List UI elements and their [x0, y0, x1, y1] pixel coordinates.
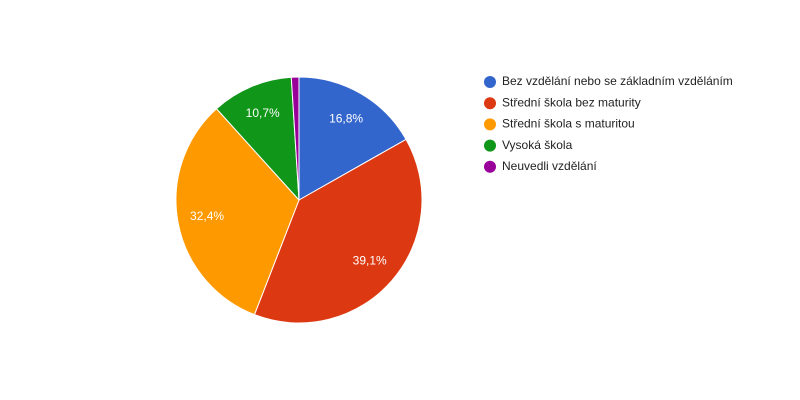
data-label: 32,4%: [190, 209, 224, 223]
legend-marker: [484, 97, 496, 110]
legend-label: Bez vzdělání nebo se základním vzděláním: [502, 74, 733, 88]
data-label: 10,7%: [246, 106, 280, 120]
legend-label: Střední škola bez maturity: [502, 95, 641, 109]
pie-slice: [298, 76, 407, 201]
pie-slice: [175, 108, 300, 316]
pie-slice: [290, 76, 300, 201]
legend-marker: [484, 76, 496, 88]
legend-label: Vysoká škola: [502, 138, 573, 152]
pie-slice: [253, 138, 423, 324]
legend-marker: [484, 160, 496, 173]
pie-slice: [215, 76, 300, 202]
legend-label: Střední škola s maturitou: [502, 117, 635, 131]
legend-marker: [484, 118, 496, 131]
legend-label: Neuvedli vzdělání: [502, 159, 597, 173]
data-label: 39,1%: [353, 253, 387, 267]
legend-marker: [484, 139, 496, 152]
data-label: 16,8%: [329, 111, 363, 125]
